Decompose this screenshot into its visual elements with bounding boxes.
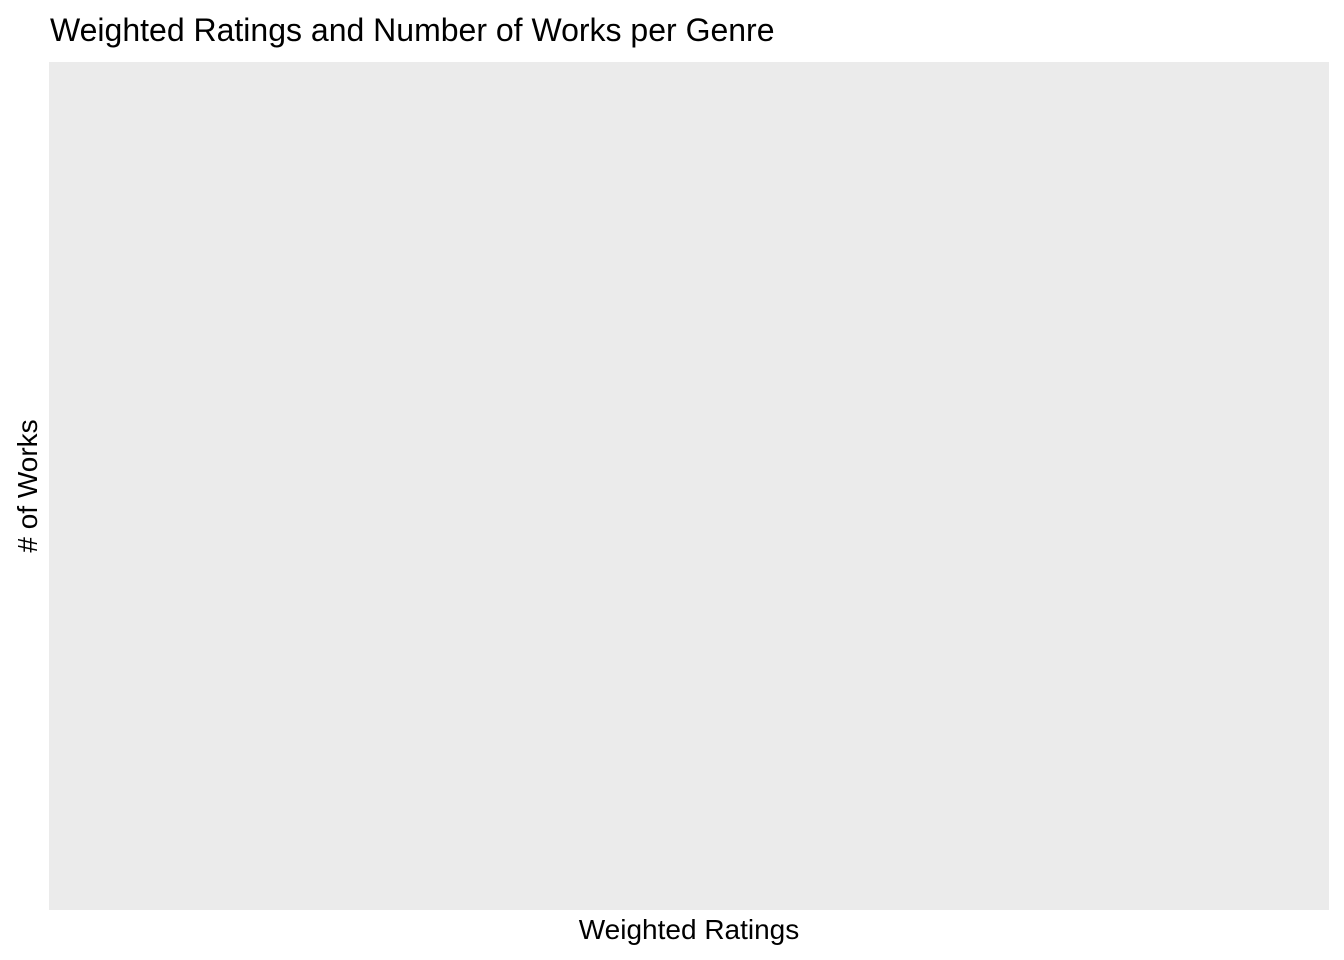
y-axis-label: # of Works [12, 419, 43, 553]
x-axis-label: Weighted Ratings [578, 914, 800, 945]
chart-title: Weighted Ratings and Number of Works per… [50, 12, 775, 48]
y-axis-label-container: # of Works [8, 62, 48, 910]
plot-panel [49, 62, 1329, 910]
